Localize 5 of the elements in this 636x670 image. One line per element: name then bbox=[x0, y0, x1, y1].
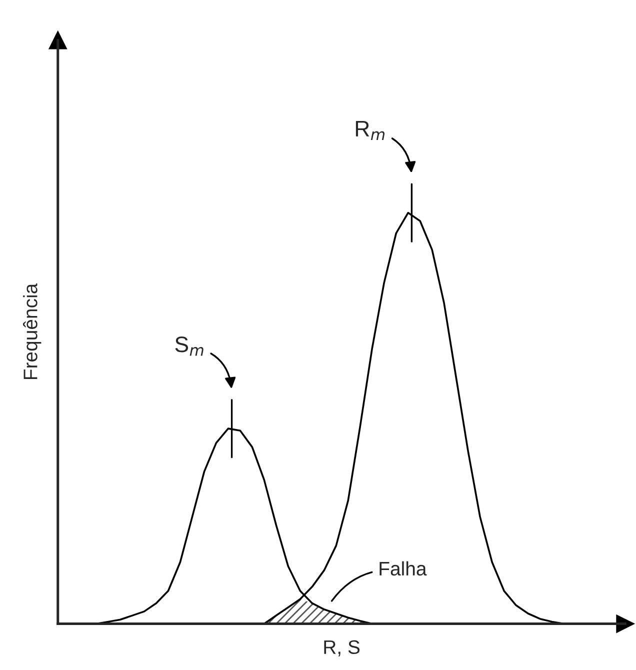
annotation: S$_{m}$ bbox=[175, 336, 204, 356]
text: R$_{m}$ bbox=[356, 121, 384, 140]
y-axis-title: Frequência bbox=[23, 283, 42, 380]
annotation: Falha bbox=[380, 561, 427, 576]
x-axis-title: R, S bbox=[324, 640, 360, 656]
